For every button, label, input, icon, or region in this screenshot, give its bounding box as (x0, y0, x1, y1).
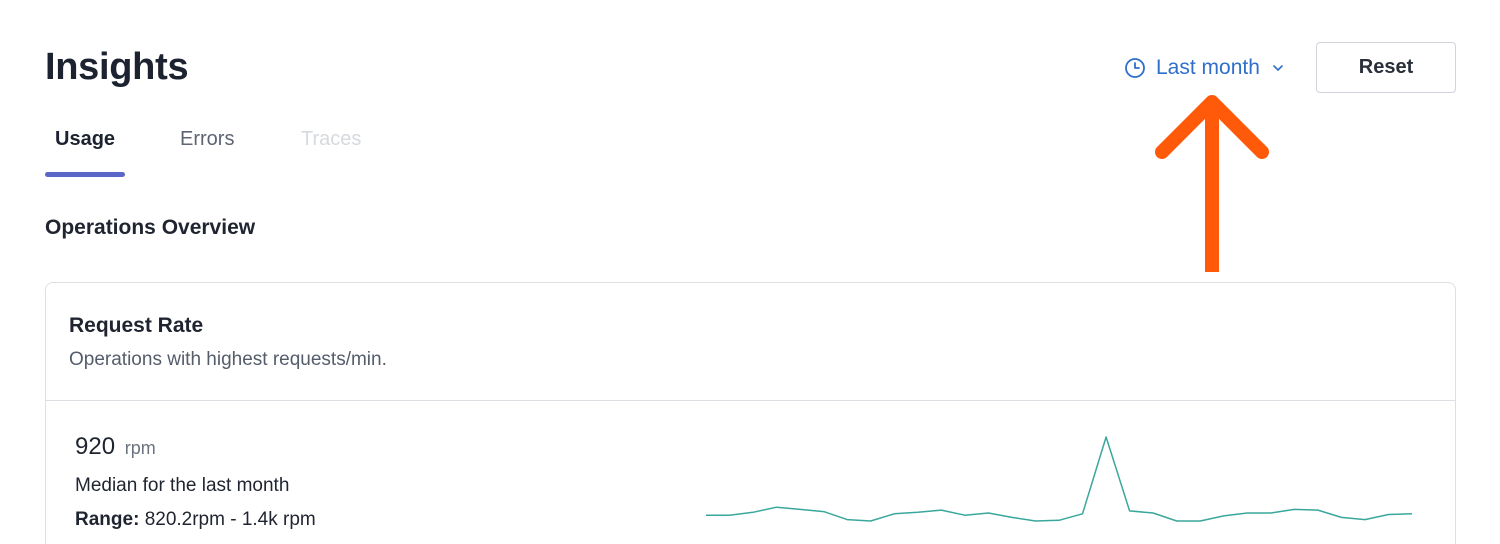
metric-unit: rpm (124, 438, 156, 458)
page-title: Insights (45, 46, 189, 88)
range-label: Range: (75, 509, 140, 530)
time-range-label: Last month (1156, 56, 1260, 79)
tab-errors[interactable]: Errors (180, 128, 235, 150)
tab-traces: Traces (301, 128, 362, 150)
card-title: Request Rate (69, 314, 204, 337)
range-value: 820.2rpm - 1.4k rpm (144, 509, 316, 530)
card-subtitle: Operations with highest requests/min. (69, 349, 387, 370)
sparkline-series (706, 436, 1413, 522)
section-title: Operations Overview (45, 216, 256, 239)
median-label: Median for the last month (75, 475, 290, 496)
chevron-down-icon (1270, 60, 1286, 76)
request-rate-card: Request Rate Operations with highest req… (45, 282, 1456, 544)
tab-usage[interactable]: Usage (55, 128, 116, 150)
time-range-picker[interactable]: Last month (1124, 52, 1286, 84)
request-rate-sparkline (706, 436, 1413, 522)
reset-button[interactable]: Reset (1316, 42, 1456, 93)
card-divider (46, 400, 1455, 401)
range-text: Range: 820.2rpm - 1.4k rpm (75, 509, 316, 531)
annotation-arrow (1155, 95, 1269, 272)
active-tab-indicator (45, 172, 125, 177)
tab-bar: Usage Errors Traces (45, 122, 445, 178)
clock-icon (1124, 57, 1146, 79)
metric: 920 rpm (75, 433, 156, 461)
metric-value: 920 (75, 433, 116, 460)
